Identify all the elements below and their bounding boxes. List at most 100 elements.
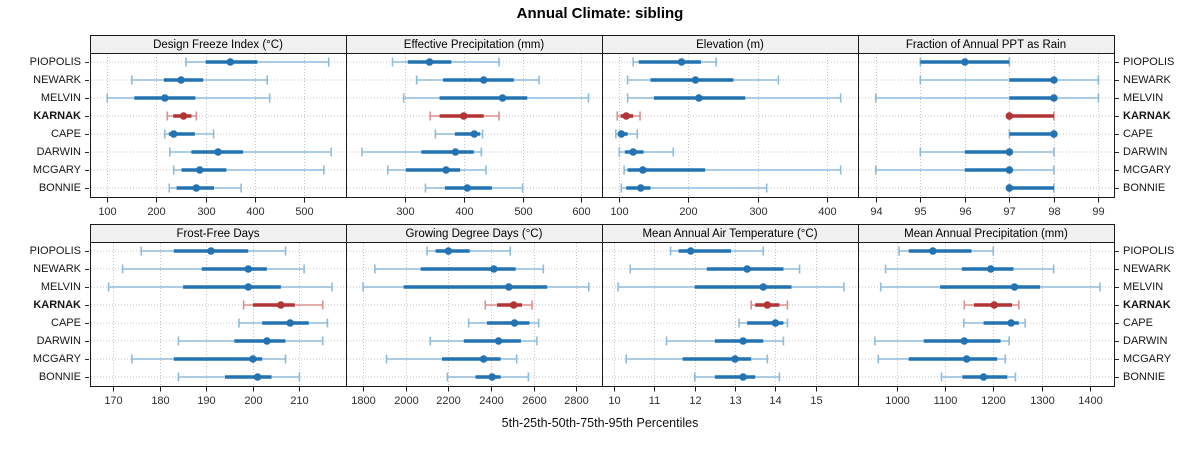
axis-tick — [85, 323, 89, 324]
median-dot — [442, 166, 450, 174]
median-dot — [743, 265, 751, 273]
median-dot — [771, 319, 780, 327]
station-label: CAPE — [51, 128, 81, 140]
station-label: BONNIE — [38, 182, 81, 194]
median-dot — [622, 112, 631, 120]
median-dot — [425, 58, 434, 66]
tick-label: 11 — [649, 395, 660, 407]
median-dot — [451, 148, 460, 156]
panel-title: Fraction of Annual PPT as Rain — [906, 39, 1066, 51]
median-dot — [1005, 184, 1014, 192]
median-dot — [990, 301, 999, 309]
axis-caption: 5th-25th-50th-75th-95th Percentiles — [501, 416, 699, 430]
tick-label: 200 — [147, 206, 165, 218]
median-dot — [617, 130, 626, 138]
median-dot — [510, 319, 519, 327]
axis-tick — [1115, 62, 1119, 63]
tick-label: 400 — [818, 206, 836, 218]
median-dot — [739, 373, 747, 381]
station-label: NEWARK — [33, 263, 81, 275]
axis-tick — [85, 116, 89, 117]
tick-label: 2800 — [564, 395, 588, 407]
median-dot — [286, 319, 294, 327]
station-label: CAPE — [51, 317, 81, 329]
axis-tick — [85, 80, 89, 81]
axis-tick — [1115, 305, 1119, 306]
station-label: NEWARK — [33, 74, 81, 86]
axis-tick — [85, 62, 89, 63]
axis-tick — [1115, 287, 1119, 288]
panel: Growing Degree Days (°C) 1800 2000 2200 2400… — [346, 224, 603, 407]
median-dot — [987, 265, 995, 273]
panel: Fraction of Annual PPT as Rain 94 95 96 97 98… — [858, 35, 1115, 218]
median-dot — [169, 130, 178, 138]
median-dot — [244, 265, 253, 273]
median-dot — [226, 58, 235, 66]
tick-label: 1200 — [981, 395, 1005, 407]
axis-tick — [85, 98, 89, 99]
axis-tick — [85, 269, 89, 270]
median-dot — [739, 337, 747, 345]
station-label: MELVIN — [40, 281, 81, 293]
station-label: KARNAK — [33, 299, 81, 311]
tick-label: 300 — [396, 206, 414, 218]
median-dot — [961, 58, 969, 66]
tick-label: 12 — [689, 395, 701, 407]
median-dot — [488, 373, 496, 381]
axis-tick — [1115, 269, 1119, 270]
panel: Frost-Free Days 170 180 190 200 210 — [90, 224, 347, 407]
median-dot — [177, 76, 185, 84]
median-dot — [479, 76, 488, 84]
station-label: CAPE — [1123, 128, 1153, 140]
panel-row: Frost-Free Days 170 180 190 200 210 Growing De… — [90, 224, 1115, 407]
tick-label: 180 — [151, 395, 169, 407]
panel: Elevation (m) 100 200 300 400 — [602, 35, 859, 218]
tick-label: 1100 — [934, 395, 958, 407]
median-dot — [192, 184, 201, 192]
median-dot — [929, 247, 937, 255]
panel: Mean Annual Air Temperature (°C) 10 11 12 13… — [602, 224, 859, 407]
tick-label: 98 — [1048, 206, 1060, 218]
station-label: PIOPOLIS — [29, 245, 81, 257]
axis-tick — [85, 152, 89, 153]
tick-label: 2000 — [394, 395, 418, 407]
tick-label: 2200 — [436, 395, 460, 407]
tick-label: 1800 — [351, 395, 375, 407]
median-dot — [479, 355, 488, 363]
panel-row: Design Freeze Index (°C)100 200 300 400 500E… — [90, 35, 1115, 218]
axis-tick — [1115, 188, 1119, 189]
panel-title: Mean Annual Precipitation (mm) — [904, 228, 1068, 240]
axis-tick — [1115, 251, 1119, 252]
tick-label: 300 — [197, 206, 215, 218]
axis-tick — [1115, 116, 1119, 117]
median-dot — [444, 247, 453, 255]
station-label: KARNAK — [1123, 110, 1171, 122]
median-dot — [677, 58, 686, 66]
tick-label: 15 — [810, 395, 822, 407]
axis-tick — [85, 188, 89, 189]
tick-label: 400 — [246, 206, 264, 218]
axis-tick — [1115, 341, 1119, 342]
median-dot — [463, 184, 472, 192]
median-dot — [459, 112, 468, 120]
median-dot — [207, 247, 215, 255]
station-label: MELVIN — [1123, 281, 1164, 293]
median-dot — [161, 94, 169, 102]
axis-tick — [85, 377, 89, 378]
tick-label: 190 — [197, 395, 215, 407]
tick-label: 100 — [610, 206, 628, 218]
station-label: PIOPOLIS — [29, 56, 81, 68]
median-dot — [179, 112, 188, 120]
axis-tick — [85, 170, 89, 171]
tick-label: 2400 — [479, 395, 503, 407]
station-label: DARWIN — [1123, 335, 1168, 347]
median-dot — [695, 94, 703, 102]
median-dot — [1005, 148, 1014, 156]
tick-label: 96 — [959, 206, 971, 218]
tick-label: 200 — [679, 206, 697, 218]
station-label: KARNAK — [1123, 299, 1171, 311]
station-label: BONNIE — [1123, 371, 1166, 383]
axis-tick — [85, 251, 89, 252]
panel-title: Frost-Free Days — [176, 228, 259, 240]
